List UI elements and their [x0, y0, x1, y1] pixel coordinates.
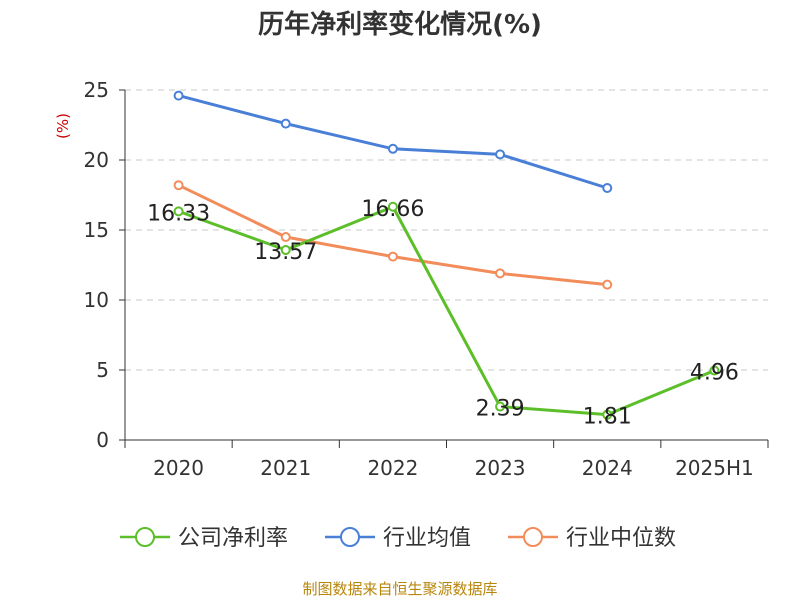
- x-tick-label: 2023: [475, 456, 526, 480]
- chart-title: 历年净利率变化情况(%): [258, 10, 542, 40]
- data-point: [280, 232, 291, 242]
- y-axis-label: (%): [54, 113, 72, 139]
- data-point: [602, 409, 613, 420]
- x-tick-label: 2024: [582, 456, 633, 480]
- data-point: [173, 206, 184, 217]
- series-line-0: [178, 205, 715, 417]
- series-lines: [173, 90, 720, 420]
- data-label: 16.33: [147, 201, 210, 226]
- x-tick-label: 2021: [260, 456, 311, 480]
- data-label: 13.57: [254, 240, 317, 265]
- data-point: [387, 201, 398, 212]
- y-tick-label: 15: [84, 218, 109, 242]
- data-label: 16.66: [361, 197, 424, 222]
- y-tick-label: 25: [84, 78, 109, 102]
- y-tick-label: 20: [84, 148, 109, 172]
- data-point: [495, 149, 506, 160]
- legend-label: 行业均值: [383, 526, 471, 551]
- data-point: [602, 183, 613, 193]
- data-label: 4.96: [690, 361, 739, 386]
- series-line-1: [178, 94, 608, 190]
- y-tick-label: 5: [96, 358, 109, 382]
- y-tick-label: 0: [96, 428, 109, 452]
- data-point: [387, 143, 398, 154]
- legend-label: 公司净利率: [178, 526, 288, 551]
- legend: 公司净利率 行业均值 行业中位数: [120, 526, 676, 551]
- source-note: 制图数据来自恒生聚源数据库: [302, 580, 498, 598]
- data-point: [387, 251, 398, 262]
- data-point: [602, 279, 613, 290]
- legend-swatch-marker: [523, 527, 543, 547]
- data-point: [173, 180, 184, 191]
- legend-label: 行业中位数: [566, 526, 676, 551]
- data-label: 1.81: [583, 405, 632, 430]
- axes: 0 5 10 15 20 25 (%) 2020 2021 2022 2023 2024 2025H1: [54, 78, 769, 480]
- data-point: [280, 118, 291, 129]
- x-tick-label: 2022: [367, 456, 418, 480]
- x-tick-label: 2020: [153, 456, 204, 480]
- legend-swatch-marker: [340, 527, 360, 547]
- data-label: 2.39: [476, 397, 525, 422]
- data-point: [495, 401, 506, 412]
- legend-swatch-marker: [135, 527, 155, 547]
- data-point: [709, 365, 720, 376]
- data-point: [173, 90, 184, 101]
- y-tick-label: 10: [84, 288, 109, 312]
- data-labels: 16.33 13.57 16.66 2.39 1.81 4.96: [147, 197, 739, 430]
- data-point: [495, 268, 506, 279]
- x-tick-label: 2025H1: [675, 456, 754, 480]
- grid-lines: [125, 89, 768, 371]
- data-point: [280, 245, 291, 256]
